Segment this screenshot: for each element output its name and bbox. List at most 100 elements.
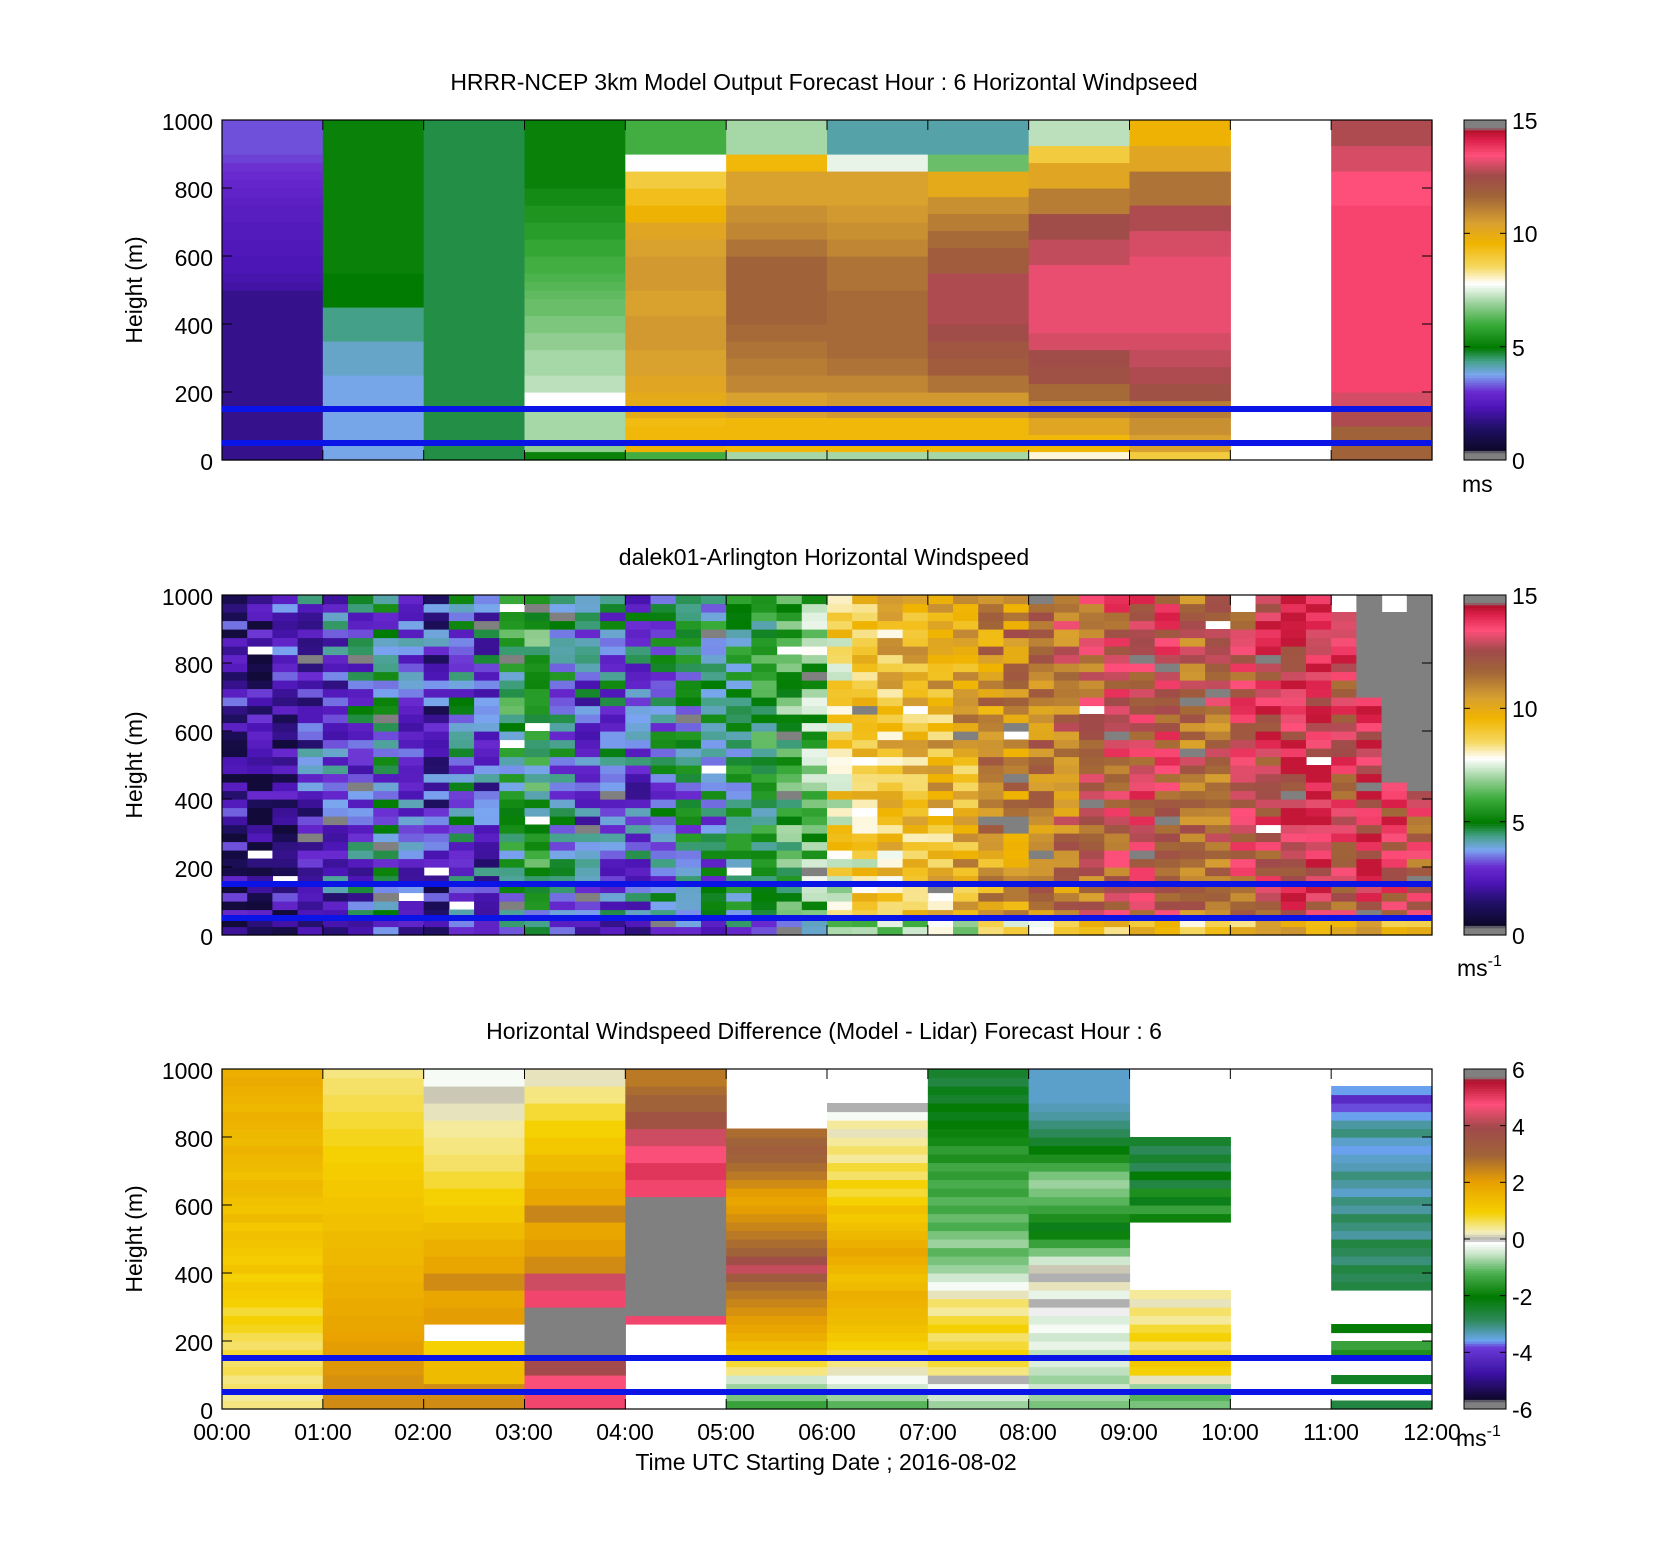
heatmap-cell xyxy=(373,909,400,919)
heatmap-cell xyxy=(398,705,425,715)
heatmap-cell xyxy=(1205,663,1231,673)
x-ticks xyxy=(221,1069,1433,1409)
heatmap-cell xyxy=(222,213,324,223)
heatmap-cell xyxy=(726,375,828,385)
heatmap-cell xyxy=(398,603,425,613)
colorbar-swatch xyxy=(1464,455,1506,459)
heatmap-cell xyxy=(322,290,425,300)
heatmap-cell xyxy=(953,739,979,749)
heatmap-cell xyxy=(373,790,400,800)
heatmap-cell xyxy=(801,807,828,817)
colorbar-swatch xyxy=(1464,226,1506,230)
heatmap-cell xyxy=(1028,256,1131,266)
colorbar-swatch xyxy=(1464,1299,1506,1303)
colorbar-swatch xyxy=(1464,338,1506,342)
heatmap-cell xyxy=(902,799,929,809)
heatmap-cell xyxy=(524,1188,626,1198)
heatmap-cell xyxy=(776,867,803,877)
heatmap-cell xyxy=(827,392,929,402)
heatmap-cell xyxy=(524,1196,626,1206)
heatmap-cell xyxy=(423,884,450,894)
heatmap-cell xyxy=(1205,918,1231,928)
heatmap-cell xyxy=(348,612,374,622)
heatmap-cell xyxy=(625,137,727,147)
heatmap-cell xyxy=(1205,841,1231,851)
heatmap-cell xyxy=(1331,247,1433,257)
y-ticks: 0 200 400 600 800 1000 xyxy=(162,109,1432,475)
heatmap-cell xyxy=(1255,722,1282,732)
heatmap-cell xyxy=(625,603,652,613)
heatmap-cell xyxy=(1129,697,1156,707)
heatmap-cell xyxy=(1255,799,1282,809)
heatmap-cell xyxy=(1179,705,1206,715)
heatmap-cell xyxy=(272,646,299,656)
heatmap-cell xyxy=(726,349,828,359)
heatmap-cell xyxy=(423,1094,526,1104)
heatmap-cell xyxy=(927,366,1030,376)
heatmap-cell xyxy=(524,154,626,164)
heatmap-cell xyxy=(902,748,929,758)
colorbar-swatch xyxy=(1464,789,1506,793)
heatmap-cell xyxy=(1381,926,1408,936)
heatmap-cell xyxy=(448,892,475,902)
heatmap-cell xyxy=(700,620,727,630)
heatmap-cell xyxy=(247,824,274,834)
colorbar-swatch xyxy=(1464,867,1506,871)
heatmap-cell xyxy=(373,714,400,724)
heatmap-cell xyxy=(322,400,425,410)
heatmap-cell xyxy=(524,307,626,317)
heatmap-cell xyxy=(1280,875,1307,885)
colorbar-swatch xyxy=(1464,1073,1506,1077)
heatmap-cell xyxy=(726,1290,828,1300)
heatmap-cell xyxy=(297,595,324,605)
heatmap-cell xyxy=(776,816,803,826)
heatmap-cell xyxy=(953,603,979,613)
colorbar-swatch xyxy=(1464,124,1506,128)
heatmap-cell xyxy=(1179,875,1206,885)
heatmap-cell xyxy=(1255,884,1282,894)
heatmap-cell xyxy=(549,875,576,885)
heatmap-cell xyxy=(1028,595,1055,605)
heatmap-cell xyxy=(726,1281,828,1291)
colorbar-swatch xyxy=(1464,1112,1506,1116)
colorbar-swatch xyxy=(1464,633,1506,637)
heatmap-cell xyxy=(1079,731,1105,741)
colorbar-swatch xyxy=(1464,636,1506,640)
heatmap-cell xyxy=(953,833,979,843)
heatmap-cell xyxy=(1179,612,1206,622)
heatmap-cell xyxy=(297,926,324,936)
heatmap-cell xyxy=(625,1086,727,1096)
heatmap-cell xyxy=(827,1188,929,1198)
heatmap-cell xyxy=(600,722,626,732)
colorbar-swatch xyxy=(1464,1258,1506,1262)
heatmap-cell xyxy=(1028,1281,1131,1291)
heatmap-cell xyxy=(827,120,929,130)
heatmap-cell xyxy=(1356,680,1383,690)
heatmap-cell xyxy=(927,349,1030,359)
heatmap-cell xyxy=(423,1358,526,1368)
x-tick-label: 10:00 xyxy=(1201,1419,1259,1445)
heatmap-cell xyxy=(1280,909,1307,919)
colorbar-swatch xyxy=(1464,1163,1506,1167)
heatmap-cell xyxy=(902,612,929,622)
heatmap-cell xyxy=(801,858,828,868)
heatmap-cell xyxy=(1129,273,1231,283)
heatmap-cell xyxy=(726,230,828,240)
heatmap-cell xyxy=(1331,867,1357,877)
heatmap-cell xyxy=(499,892,526,902)
heatmap-cell xyxy=(1280,782,1307,792)
heatmap-cell xyxy=(852,918,879,928)
colorbar-swatch xyxy=(1464,735,1506,739)
heatmap-cell xyxy=(272,926,299,936)
heatmap-cell xyxy=(827,128,929,138)
heatmap-cell xyxy=(877,926,904,936)
heatmap-cell xyxy=(1104,603,1131,613)
heatmap-cell xyxy=(499,722,526,732)
colorbar-swatch xyxy=(1464,1173,1506,1177)
colorbar-swatch xyxy=(1464,859,1506,863)
heatmap-cell xyxy=(827,1273,929,1283)
heatmap-cell xyxy=(222,629,248,639)
heatmap-cell xyxy=(700,595,727,605)
heatmap-cell xyxy=(1154,833,1181,843)
heatmap-cell xyxy=(1028,926,1055,936)
